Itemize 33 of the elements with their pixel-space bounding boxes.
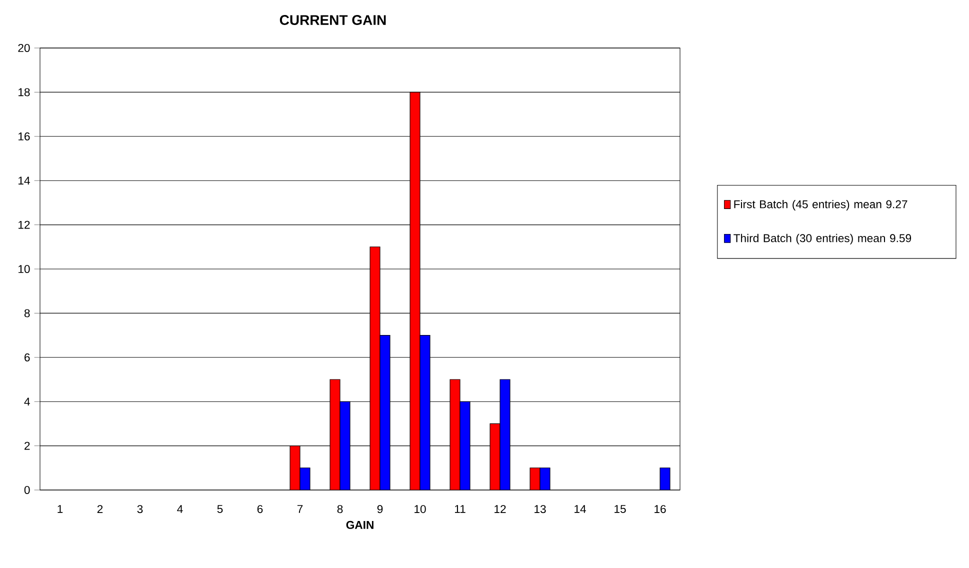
bar (420, 335, 430, 490)
x-tick-label: 11 (454, 505, 466, 513)
bar (380, 335, 390, 490)
chart-title: CURRENT GAIN (280, 15, 386, 25)
y-tick-label: 8 (24, 309, 30, 318)
x-tick-label: 12 (494, 505, 506, 513)
x-tick-label: 13 (534, 505, 546, 514)
y-tick-label: 18 (18, 88, 30, 96)
x-tick-label: 8 (337, 505, 343, 514)
x-tick-label: 4 (177, 505, 183, 513)
x-tick-label: 15 (614, 505, 626, 513)
y-tick-label: 16 (18, 132, 30, 140)
y-tick-label: 6 (24, 353, 30, 362)
x-axis-title: GAIN (346, 520, 374, 529)
y-tick-label: 0 (24, 486, 30, 494)
x-tick-label: 1 (58, 505, 63, 513)
y-tick-label: 2 (24, 442, 30, 450)
x-tick-label: 7 (297, 505, 303, 513)
y-tick-label: 10 (18, 264, 30, 274)
x-tick-label: 9 (377, 505, 383, 514)
x-tick-label: 5 (217, 505, 223, 513)
y-tick-label: 20 (18, 44, 30, 52)
x-tick-label: 2 (97, 505, 103, 513)
x-tick-label: 10 (414, 505, 426, 514)
x-tick-label: 14 (574, 505, 586, 513)
x-tick-label: 6 (257, 505, 263, 514)
legend-label: Third Batch (30 entries) mean 9.59 (734, 234, 912, 244)
y-tick-label: 12 (18, 220, 30, 229)
x-tick-label: 16 (654, 505, 666, 514)
x-tick-label: 3 (137, 505, 143, 514)
legend-label: First Batch (45 entries) mean 9.27 (734, 200, 908, 211)
y-tick-label: 4 (24, 398, 30, 406)
y-tick-label: 14 (18, 176, 30, 184)
